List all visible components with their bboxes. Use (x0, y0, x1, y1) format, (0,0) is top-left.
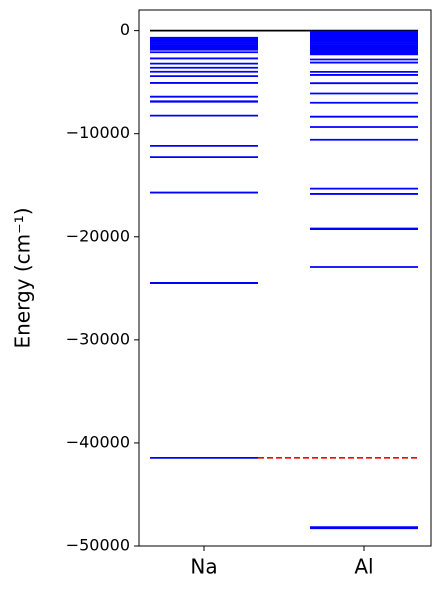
y-tick-label: −10000 (66, 123, 130, 142)
x-tick-label: Na (190, 555, 217, 579)
y-axis-label: Energy (cm⁻¹) (11, 207, 35, 348)
y-tick-label: −20000 (66, 226, 130, 245)
y-tick-label: −50000 (66, 536, 130, 555)
x-tick-label: Al (354, 555, 373, 579)
y-tick-label: 0 (120, 20, 130, 39)
y-tick-label: −40000 (66, 432, 130, 451)
y-tick-label: −30000 (66, 329, 130, 348)
plot-frame (138, 9, 432, 547)
